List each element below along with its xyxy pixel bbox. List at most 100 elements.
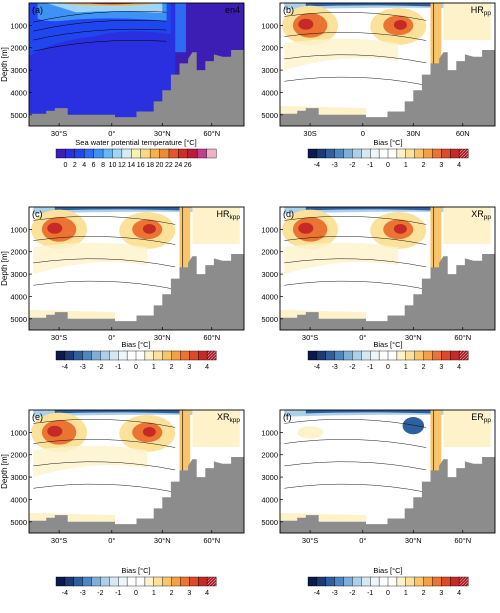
colorbar-swatch <box>144 350 155 361</box>
plot-frame <box>279 206 496 331</box>
surface-strong-cold-bias <box>54 410 180 414</box>
x-tick-label: 0 <box>361 129 365 138</box>
bias-contour-line <box>33 419 176 428</box>
colorbar-tick-label: 16 <box>137 162 145 169</box>
colorbar-swatch <box>162 576 172 587</box>
x-tick-label: 60N <box>456 129 470 138</box>
colorbar-swatch <box>396 148 407 159</box>
arctic-warm-bias <box>192 207 240 244</box>
colorbar-swatch <box>153 350 164 361</box>
colorbar-tick-label: -2 <box>97 364 103 371</box>
panel-d: (d) XRpp 1000 2000 3000 4000 5000 30°S 0° 30°N 60°… <box>261 206 496 371</box>
colorbar-swatch <box>325 148 336 159</box>
panel-label: (b) <box>283 5 294 15</box>
bias-contour-line <box>284 280 427 290</box>
colorbar-tick-label: 1 <box>152 590 156 597</box>
bias-contour-line <box>284 461 427 471</box>
colorbar-swatch <box>55 148 66 159</box>
colorbar-swatch <box>378 576 389 587</box>
bias-contour-line <box>284 12 427 21</box>
colorbar-tick-label: 4 <box>205 590 209 597</box>
colorbar-tick-label: -3 <box>80 590 86 597</box>
colorbar-tick-label: 4 <box>457 590 461 597</box>
y-tick-label: 5000 <box>261 111 278 120</box>
colorbar-swatch <box>450 350 460 361</box>
layer-18-22 <box>54 3 158 6</box>
y-tick-label: 1000 <box>10 21 27 30</box>
colorbar-tick-label: 2 <box>73 162 77 169</box>
colorbar-swatch <box>325 576 336 587</box>
colorbar-swatch <box>131 148 142 159</box>
colorbar-swatch <box>149 148 160 159</box>
colorbar-swatch <box>423 148 433 159</box>
north-atlantic-warm-bias <box>430 3 442 71</box>
colorbar-swatch <box>414 148 424 159</box>
isotherm-line <box>33 28 167 41</box>
colorbar-swatch <box>178 148 189 159</box>
y-tick-label: 3000 <box>261 473 278 482</box>
colorbar-tick-label: 3 <box>439 162 443 169</box>
warm-bias-30s-max <box>47 222 63 234</box>
colorbar-title: Bias [°C] <box>121 340 150 349</box>
colorbar-tick-label: 0 <box>134 364 138 371</box>
topography-mask <box>280 254 495 330</box>
colorbar-tick-label: -1 <box>367 162 373 169</box>
colorbar-swatch <box>73 350 84 361</box>
colorbar-swatch <box>396 350 407 361</box>
colorbar-tick-label: 0 <box>386 590 390 597</box>
bias-contour-line <box>33 439 176 448</box>
panel-title-main: HR <box>217 209 230 219</box>
x-tick-label: 30°S <box>51 129 67 138</box>
isotherm-line <box>33 40 167 52</box>
cold-bias-30n <box>402 417 425 435</box>
x-tick-label: 60°N <box>203 333 220 342</box>
colorbar-swatch <box>396 576 407 587</box>
y-tick-label: 3000 <box>10 66 27 75</box>
isotherm-line <box>33 11 167 23</box>
colorbar-swatch <box>121 148 132 159</box>
colorbar-swatch <box>441 350 451 361</box>
colorbar-swatch <box>352 148 362 159</box>
topography-mask <box>280 457 495 533</box>
colorbar-swatch <box>64 576 75 587</box>
panel-f: (f) ERpp 1000 2000 3000 4000 5000 30°S 0° 30°N 60°… <box>261 409 496 597</box>
colorbar-swatch <box>82 576 92 587</box>
panel-title-subscript: kpp <box>230 214 241 221</box>
bias-contour-line <box>33 280 176 290</box>
warm-bias-30n-max <box>393 223 407 234</box>
colorbar-tick-label: 0 <box>63 162 67 169</box>
panel-e: (e) XRkpp 1000 2000 3000 4000 5000 30°S 0° 30°N 60… <box>0 409 245 597</box>
colorbar-swatch <box>140 148 151 159</box>
colorbar-swatch <box>387 576 398 587</box>
colorbar-tick-label: -4 <box>62 364 68 371</box>
plot-frame <box>279 409 496 534</box>
colorbar-tick-label: -3 <box>80 364 86 371</box>
colorbar-swatch <box>405 576 416 587</box>
north-atlantic-warm-bias <box>430 410 442 478</box>
colorbar-tick-label: -4 <box>62 590 68 597</box>
colorbar-swatch <box>198 350 208 361</box>
colorbar-tick-label: 22 <box>165 162 173 169</box>
intermediate-warm-bias <box>284 38 399 71</box>
bias-contour-line <box>284 236 427 245</box>
colorbar-swatch <box>153 576 164 587</box>
panel-title-main: XR <box>217 412 230 422</box>
colorbar-swatch <box>352 576 362 587</box>
colorbar-swatch <box>91 576 101 587</box>
colorbar-tick-label: -2 <box>97 590 103 597</box>
bias-contour-line <box>284 419 427 428</box>
x-tick-label: 30°N <box>154 129 171 138</box>
colorbar-swatch <box>135 350 146 361</box>
colorbar-swatch <box>432 576 442 587</box>
plot-frame <box>28 2 245 127</box>
panel-title: ERpp <box>471 412 491 424</box>
colorbar-swatch <box>109 350 119 361</box>
x-tick-label: 60°N <box>454 536 471 545</box>
panel-b: (b) HRpp 1000 2000 3000 4000 5000 30S 0 30N 60N -4 -… <box>261 2 496 169</box>
panel-label: (e) <box>32 412 43 422</box>
layer-10-14 <box>46 3 163 14</box>
y-tick-label: 5000 <box>10 111 27 120</box>
colorbar-swatch <box>387 148 398 159</box>
colorbar-swatch <box>102 148 113 159</box>
colorbar-swatch <box>118 350 128 361</box>
